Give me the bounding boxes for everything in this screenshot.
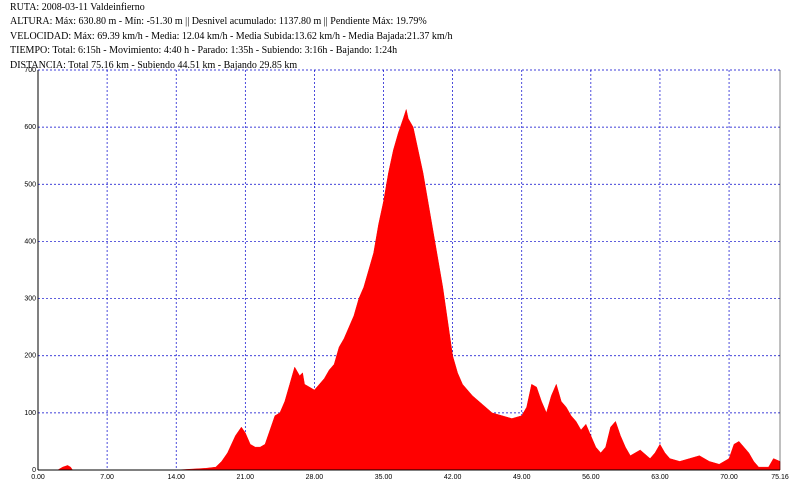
x-tick-label: 21.00 — [237, 474, 255, 481]
y-tick-label: 600 — [24, 124, 36, 131]
elevation-area — [38, 108, 781, 471]
speed-stats: VELOCIDAD: Máx: 69.39 km/h - Media: 12.0… — [10, 30, 453, 42]
elevation-area-layer — [38, 108, 781, 471]
x-tick-label: 42.00 — [444, 474, 462, 481]
x-tick-label: 0.00 — [31, 474, 45, 481]
y-tick-label: 700 — [24, 67, 36, 74]
x-tick-label: 63.00 — [651, 474, 669, 481]
tick-labels: 0.00 7.00 14.00 21.00 28.00 35.00 42.00 49.00 56… — [24, 67, 789, 481]
x-tick-label: 56.00 — [582, 474, 600, 481]
x-tick-label: 7.00 — [100, 474, 114, 481]
y-tick-label: 500 — [24, 181, 36, 188]
x-tick-label: 14.00 — [167, 474, 185, 481]
x-tick-label: 49.00 — [513, 474, 531, 481]
x-tick-label: 28.00 — [306, 474, 324, 481]
axes — [37, 70, 781, 471]
y-tick-label: 300 — [24, 296, 36, 303]
distance-stats: DISTANCIA: Total 75.16 km - Subiendo 44.… — [10, 59, 298, 71]
x-tick-label: 75.16 — [771, 474, 789, 481]
altitude-stats: ALTURA: Máx: 630.80 m - Mín: -51.30 m ||… — [10, 16, 427, 28]
y-tick-label: 400 — [24, 238, 36, 245]
x-tick-label: 35.00 — [375, 474, 393, 481]
y-tick-label: 0 — [32, 467, 36, 474]
y-tick-label: 200 — [24, 353, 36, 360]
y-tick-label: 100 — [24, 410, 36, 417]
route-summary: RUTA: 2008-03-11 Valdeinfierno ALTURA: M… — [10, 1, 452, 73]
route-title: RUTA: 2008-03-11 Valdeinfierno — [10, 2, 145, 13]
time-stats: TIEMPO: Total: 6:15h - Movimiento: 4:40 … — [10, 45, 398, 57]
x-tick-label: 70.00 — [720, 474, 738, 481]
